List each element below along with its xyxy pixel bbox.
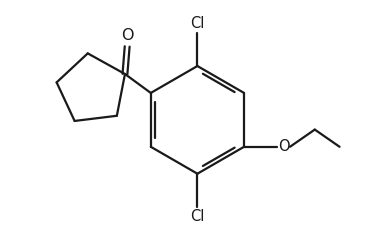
- Text: Cl: Cl: [190, 16, 205, 31]
- Text: Cl: Cl: [190, 209, 205, 224]
- Text: O: O: [121, 28, 134, 43]
- Text: O: O: [278, 139, 289, 154]
